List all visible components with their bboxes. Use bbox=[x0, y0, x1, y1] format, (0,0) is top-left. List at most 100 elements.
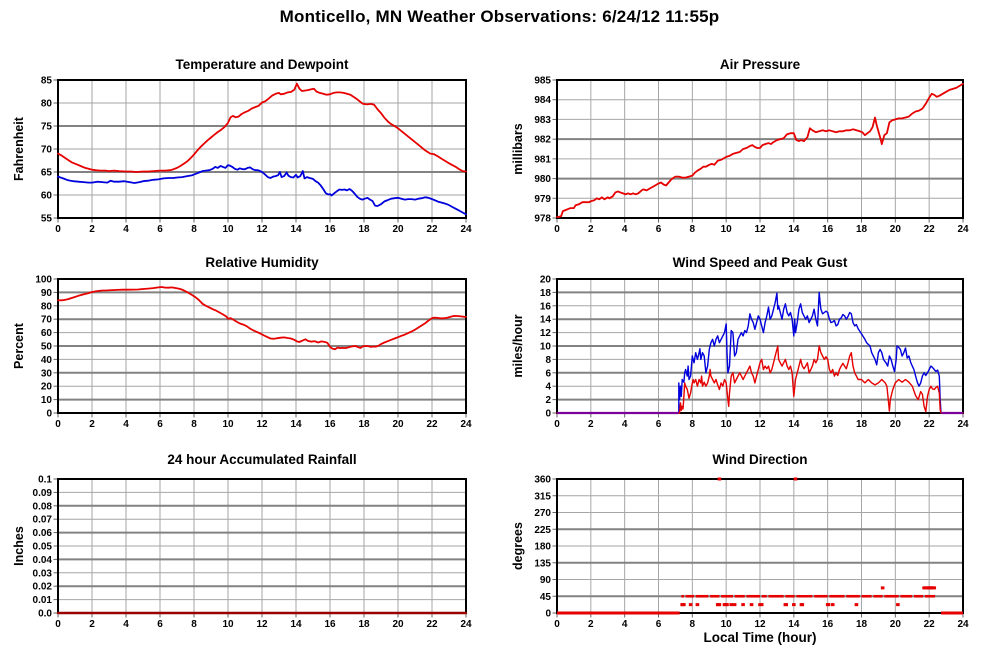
svg-text:0: 0 bbox=[545, 409, 551, 420]
svg-text:0.09: 0.09 bbox=[33, 488, 53, 499]
svg-text:20: 20 bbox=[392, 224, 404, 235]
svg-text:270: 270 bbox=[534, 508, 551, 519]
svg-text:0: 0 bbox=[55, 419, 61, 430]
plot-border bbox=[556, 79, 964, 219]
svg-text:80: 80 bbox=[41, 99, 53, 110]
relative-humidity-chart: 0 2 4 6 8 10 12 14 16 18 20 22 24 0 10 20 30 40 50 60 70 80 90… bbox=[12, 267, 484, 435]
tick-marks bbox=[53, 478, 467, 618]
svg-text:16: 16 bbox=[822, 419, 834, 430]
chart-title-relative-humidity: Relative Humidity bbox=[205, 255, 319, 270]
svg-text:22: 22 bbox=[426, 224, 438, 235]
tick-marks bbox=[53, 278, 467, 418]
svg-text:12: 12 bbox=[256, 224, 268, 235]
svg-text:10: 10 bbox=[721, 619, 733, 630]
chart-title-wind-speed-gust: Wind Speed and Peak Gust bbox=[672, 255, 848, 270]
svg-text:4: 4 bbox=[123, 224, 129, 235]
svg-text:8: 8 bbox=[690, 419, 696, 430]
svg-text:0.06: 0.06 bbox=[33, 528, 53, 539]
svg-text:10: 10 bbox=[222, 224, 234, 235]
svg-text:20: 20 bbox=[890, 224, 902, 235]
svg-text:0.01: 0.01 bbox=[33, 595, 53, 606]
svg-text:16: 16 bbox=[822, 619, 834, 630]
svg-text:16: 16 bbox=[324, 419, 336, 430]
svg-text:0.05: 0.05 bbox=[33, 542, 53, 553]
svg-text:6: 6 bbox=[157, 619, 163, 630]
svg-text:16: 16 bbox=[324, 224, 336, 235]
svg-text:18: 18 bbox=[358, 224, 370, 235]
svg-text:60: 60 bbox=[41, 191, 53, 202]
air-pressure-chart: 0 2 4 6 8 10 12 14 16 18 20 22 24 978 979 980 981 982 983 9… bbox=[511, 68, 981, 240]
svg-text:12: 12 bbox=[754, 224, 766, 235]
svg-text:0.08: 0.08 bbox=[33, 501, 53, 512]
svg-text:65: 65 bbox=[41, 168, 53, 179]
svg-text:6: 6 bbox=[656, 224, 662, 235]
plot-border bbox=[57, 79, 467, 219]
tick-labels: 0 2 4 6 8 10 12 14 16 18 20 22 249789799809819829839… bbox=[534, 76, 969, 236]
svg-text:22: 22 bbox=[924, 419, 936, 430]
svg-text:6: 6 bbox=[656, 619, 662, 630]
svg-text:8: 8 bbox=[191, 224, 197, 235]
gridlines bbox=[557, 479, 963, 613]
svg-text:4: 4 bbox=[123, 419, 129, 430]
svg-text:14: 14 bbox=[290, 419, 302, 430]
series-humidity-line bbox=[57, 286, 467, 351]
accumulated_rainfall-plot: 0 2 4 6 8 10 12 14 16 18 20 22 240.00.010.020.030.04… bbox=[33, 475, 472, 631]
svg-text:315: 315 bbox=[534, 491, 551, 502]
svg-text:2: 2 bbox=[545, 395, 551, 406]
relative_humidity-plot: 0 2 4 6 8 10 12 14 16 18 20 22 240102030405060708090… bbox=[35, 275, 472, 431]
svg-text:985: 985 bbox=[534, 76, 551, 87]
svg-text:20: 20 bbox=[392, 419, 404, 430]
svg-text:20: 20 bbox=[41, 382, 53, 393]
svg-text:18: 18 bbox=[856, 619, 868, 630]
svg-text:0: 0 bbox=[545, 609, 551, 620]
svg-text:4: 4 bbox=[123, 619, 129, 630]
series-temperature-line bbox=[57, 82, 467, 173]
svg-text:2: 2 bbox=[89, 619, 95, 630]
svg-text:360: 360 bbox=[534, 475, 551, 486]
svg-text:6: 6 bbox=[157, 224, 163, 235]
svg-text:16: 16 bbox=[822, 224, 834, 235]
svg-text:979: 979 bbox=[534, 194, 551, 205]
svg-text:60: 60 bbox=[41, 328, 53, 339]
svg-text:2: 2 bbox=[89, 419, 95, 430]
svg-text:14: 14 bbox=[290, 224, 302, 235]
svg-text:16: 16 bbox=[324, 619, 336, 630]
tick-labels: 0 2 4 6 8 10 12 14 16 18 20 22 240459013518022527031… bbox=[534, 475, 969, 631]
svg-text:12: 12 bbox=[754, 619, 766, 630]
svg-text:16: 16 bbox=[540, 301, 552, 312]
svg-text:22: 22 bbox=[924, 619, 936, 630]
wind-speed-gust-chart: 0 2 4 6 8 10 12 14 16 18 20 22 24 0 2 4 6 8 10 12 14 16 18 20 bbox=[511, 267, 981, 435]
svg-text:2: 2 bbox=[588, 619, 594, 630]
svg-text:4: 4 bbox=[622, 419, 628, 430]
tick-marks bbox=[552, 278, 964, 418]
svg-text:8: 8 bbox=[545, 355, 551, 366]
svg-text:982: 982 bbox=[534, 135, 551, 146]
air_pressure-plot: 0 2 4 6 8 10 12 14 16 18 20 22 249789799809819829839… bbox=[534, 76, 969, 236]
svg-text:0: 0 bbox=[46, 409, 52, 420]
svg-text:20: 20 bbox=[392, 619, 404, 630]
svg-text:0: 0 bbox=[554, 419, 560, 430]
svg-text:2: 2 bbox=[588, 224, 594, 235]
svg-text:18: 18 bbox=[358, 619, 370, 630]
svg-text:981: 981 bbox=[534, 154, 551, 165]
svg-text:0.04: 0.04 bbox=[33, 555, 53, 566]
svg-text:12: 12 bbox=[540, 328, 552, 339]
series-pressure-line bbox=[556, 82, 964, 218]
svg-text:4: 4 bbox=[622, 224, 628, 235]
series-peak_gust-line bbox=[556, 291, 964, 414]
svg-text:225: 225 bbox=[534, 525, 551, 536]
svg-text:0.0: 0.0 bbox=[38, 609, 52, 620]
svg-text:20: 20 bbox=[540, 275, 552, 286]
svg-text:24: 24 bbox=[957, 419, 969, 430]
svg-text:10: 10 bbox=[41, 395, 53, 406]
svg-text:90: 90 bbox=[41, 288, 53, 299]
gridlines bbox=[58, 279, 466, 413]
svg-text:50: 50 bbox=[41, 342, 53, 353]
gridlines bbox=[557, 80, 963, 218]
svg-text:10: 10 bbox=[540, 342, 552, 353]
svg-text:22: 22 bbox=[426, 419, 438, 430]
